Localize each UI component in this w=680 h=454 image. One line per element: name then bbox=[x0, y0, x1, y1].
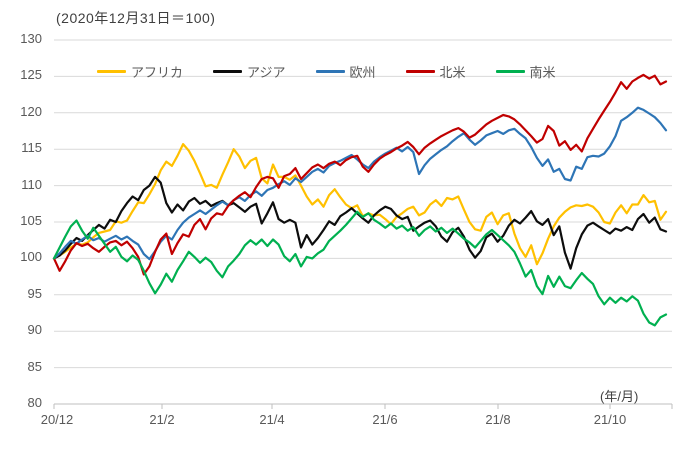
y-axis-tick-label: 120 bbox=[20, 103, 42, 119]
y-axis-tick-label: 95 bbox=[27, 285, 42, 301]
y-axis-tick-label: 85 bbox=[27, 358, 42, 374]
legend-label-europe: 欧州 bbox=[349, 65, 376, 80]
legend-item-south-america: 南米 bbox=[495, 62, 556, 81]
legend-item-europe: 欧州 bbox=[315, 62, 376, 81]
legend: アフリカ アジア 欧州 北米 南米 bbox=[97, 62, 556, 81]
legend-label-north-america: 北米 bbox=[439, 65, 466, 80]
x-axis-unit-label: (年/月) bbox=[600, 389, 639, 404]
x-axis-tick-label: 21/2 bbox=[149, 412, 175, 427]
x-axis-tick-label: 21/8 bbox=[485, 412, 511, 427]
y-axis-tick-label: 125 bbox=[20, 67, 42, 83]
x-axis-tick-label: 21/10 bbox=[593, 412, 627, 427]
y-axis-tick-label: 100 bbox=[20, 249, 42, 265]
legend-label-asia: アジア bbox=[247, 65, 286, 80]
legend-swatch-south-america-icon bbox=[495, 70, 525, 73]
legend-item-asia: アジア bbox=[213, 62, 286, 81]
legend-label-south-america: 南米 bbox=[529, 65, 556, 80]
y-axis-tick-label: 115 bbox=[21, 140, 42, 156]
y-axis-tick-label: 90 bbox=[27, 322, 42, 338]
x-axis-tick-label: 21/4 bbox=[259, 412, 285, 427]
legend-swatch-europe-icon bbox=[315, 70, 345, 73]
y-axis-tick-label: 80 bbox=[27, 395, 42, 410]
legend-label-africa: アフリカ bbox=[131, 65, 184, 80]
y-axis-tick-label: 105 bbox=[20, 213, 42, 228]
legend-item-africa: アフリカ bbox=[97, 62, 183, 81]
chart-title: (2020年12月31日＝100) bbox=[56, 10, 216, 26]
legend-swatch-asia-icon bbox=[213, 70, 243, 73]
x-axis-tick-label: 20/12 bbox=[40, 412, 74, 427]
legend-swatch-north-america-icon bbox=[405, 70, 435, 73]
legend-swatch-africa-icon bbox=[97, 70, 126, 73]
y-axis-tick-label: 130 bbox=[20, 31, 42, 46]
y-axis-tick-label: 110 bbox=[21, 176, 42, 192]
x-axis-tick-label: 21/6 bbox=[372, 412, 398, 427]
legend-item-north-america: 北米 bbox=[405, 62, 466, 81]
